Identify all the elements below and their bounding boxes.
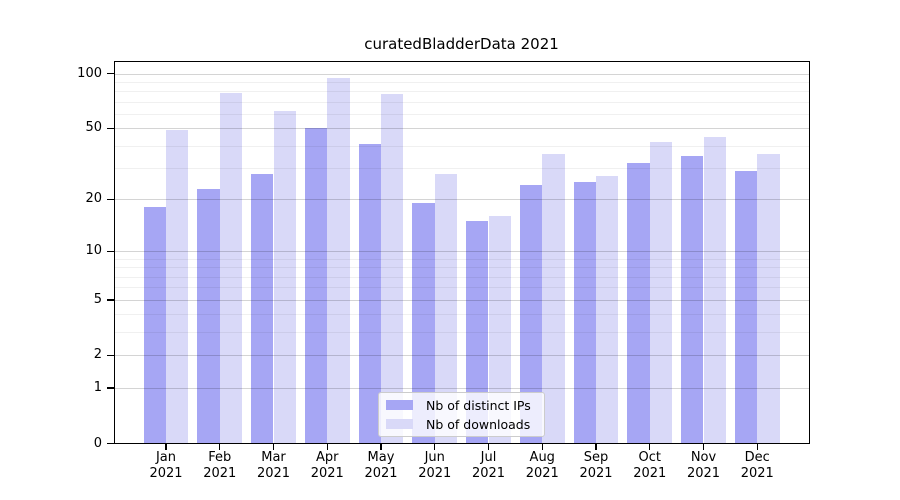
gridline-major: [114, 128, 809, 130]
y-axis-tick: [107, 442, 114, 445]
gridline-major: [114, 251, 809, 253]
x-axis-label: Dec 2021: [740, 450, 774, 481]
bar-distinct-ips-oct: [627, 163, 650, 444]
x-axis-tick: [219, 444, 221, 450]
bar-distinct-ips-mar: [251, 173, 274, 444]
y-axis-tick: [107, 198, 114, 201]
chart-title: curatedBladderData 2021: [364, 35, 559, 53]
bar-distinct-ips-may: [358, 143, 381, 444]
legend-item-distinct-ips: Nb of distinct IPs: [386, 396, 538, 415]
x-axis-tick: [702, 444, 705, 450]
x-axis-label: Jul 2021: [471, 450, 506, 481]
legend-item-downloads: Nb of downloads: [386, 415, 538, 434]
y-axis-tick: [107, 299, 114, 301]
bar-distinct-ips-jan: [143, 207, 166, 444]
bar-downloads-may: [381, 94, 404, 444]
x-axis-label: Aug 2021: [525, 450, 559, 481]
bar-distinct-ips-sep: [573, 182, 596, 444]
y-axis-label: 5: [93, 291, 102, 307]
bar-downloads-oct: [649, 141, 673, 444]
y-axis-label: 100: [77, 65, 102, 81]
bar-downloads-apr: [327, 78, 350, 444]
bar-downloads-jan: [166, 129, 189, 444]
x-axis-label: Sep 2021: [579, 450, 613, 481]
y-axis-tick: [107, 387, 114, 389]
bar-distinct-ips-apr: [304, 128, 328, 444]
x-axis-tick: [756, 444, 758, 450]
bar-distinct-ips-feb: [197, 188, 220, 444]
gridline-minor: [114, 287, 809, 289]
bar-downloads-mar: [273, 111, 296, 444]
y-axis-label: 0: [93, 435, 102, 451]
gridline-major: [114, 355, 809, 357]
x-axis-label: Mar 2021: [256, 450, 291, 481]
legend-swatch-downloads: [386, 419, 413, 429]
bar-downloads-dec: [757, 154, 780, 444]
bar-downloads-feb: [219, 93, 243, 444]
gridline-minor: [114, 258, 809, 260]
y-axis-tick: [107, 250, 114, 252]
x-axis-tick: [541, 444, 543, 450]
x-axis-label: Apr 2021: [310, 450, 344, 481]
y-axis-label: 10: [85, 243, 102, 259]
legend-swatch-distinct-ips: [386, 400, 413, 410]
y-axis-tick: [107, 354, 114, 357]
y-axis-tick: [107, 127, 114, 129]
bar-distinct-ips-jul: [466, 221, 489, 444]
gridline-minor: [114, 101, 809, 103]
legend-label-downloads: Nb of downloads: [426, 416, 531, 432]
legend: Nb of distinct IPs Nb of downloads: [378, 392, 545, 437]
x-axis-tick: [434, 444, 436, 450]
x-axis-tick: [326, 444, 328, 450]
bar-downloads-jun: [434, 173, 458, 444]
gridline-minor: [114, 314, 809, 316]
gridline-minor: [114, 145, 809, 147]
gridline-major: [114, 387, 809, 389]
gridline-minor: [114, 168, 809, 170]
x-axis-tick: [272, 444, 275, 450]
x-axis-tick: [595, 444, 597, 450]
bar-distinct-ips-dec: [734, 170, 758, 444]
legend-label-distinct-ips: Nb of distinct IPs: [426, 397, 531, 413]
y-axis-tick: [107, 72, 114, 75]
x-axis-label: Oct 2021: [633, 450, 667, 481]
x-axis-label: Jan 2021: [149, 450, 183, 481]
y-axis-label: 20: [85, 191, 102, 207]
gridline-minor: [114, 81, 809, 83]
gridline-major: [114, 299, 809, 301]
gridline-minor: [114, 267, 809, 269]
gridline-minor: [114, 113, 809, 115]
bar-downloads-jul: [488, 216, 511, 444]
bar-downloads-sep: [596, 176, 619, 444]
bar-downloads-nov: [703, 136, 726, 444]
bar-downloads-aug: [542, 154, 565, 444]
x-axis-tick: [649, 444, 651, 450]
bar-distinct-ips-jun: [412, 203, 435, 444]
gridline-minor: [114, 332, 809, 334]
x-axis-label: May 2021: [364, 450, 398, 481]
x-axis-tick: [487, 444, 490, 450]
x-axis-label: Nov 2021: [686, 450, 721, 481]
x-axis-tick: [380, 444, 382, 450]
y-axis-label: 1: [93, 379, 102, 395]
bar-distinct-ips-aug: [519, 185, 543, 444]
gridline-major: [114, 73, 809, 75]
x-axis-label: Jun 2021: [418, 450, 452, 481]
y-axis-label: 2: [93, 347, 102, 363]
x-axis-tick: [165, 444, 167, 450]
x-axis-label: Feb 2021: [203, 450, 237, 481]
gridline-minor: [114, 276, 809, 278]
y-axis-label: 50: [85, 120, 102, 136]
gridline-minor: [114, 91, 809, 93]
bar-distinct-ips-nov: [681, 156, 704, 444]
gridline-major: [114, 199, 809, 201]
